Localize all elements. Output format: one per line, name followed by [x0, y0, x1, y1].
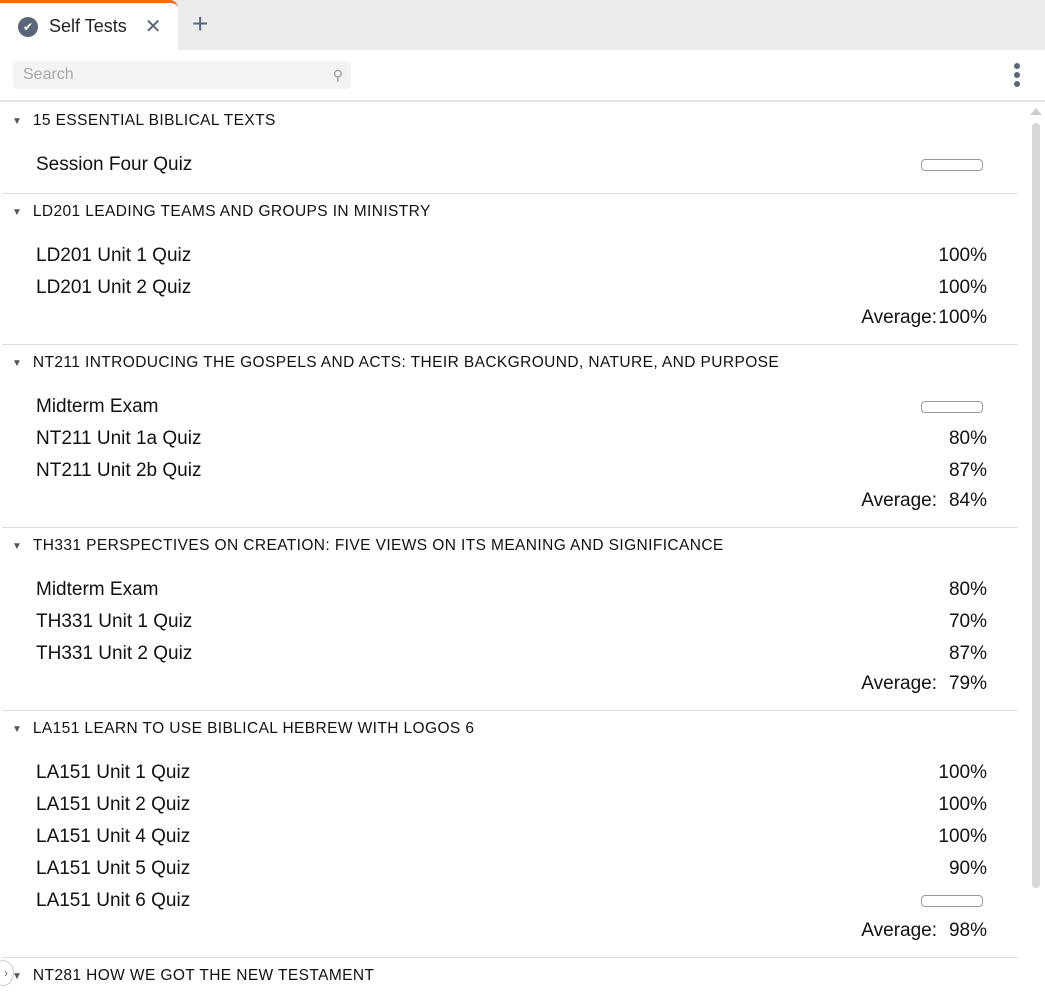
section-title: TH331 PERSPECTIVES ON CREATION: FIVE VIE… — [32, 537, 724, 554]
quiz-name: LA151 Unit 6 Quiz — [36, 890, 191, 911]
quiz-name: LD201 Unit 1 Quiz — [36, 245, 192, 266]
average-label: Average: — [861, 307, 937, 328]
section-header[interactable]: ▼ NT281 HOW WE GOT THE NEW TESTAMENT — [2, 958, 1018, 994]
average-row: Average: 98% — [2, 917, 1018, 945]
collapse-triangle-icon[interactable]: ▼ — [12, 540, 22, 552]
average-value: 84% — [948, 490, 987, 511]
incomplete-progress-bar — [921, 401, 983, 413]
average-label: Average: — [861, 920, 937, 941]
collapse-triangle-icon[interactable]: ▼ — [12, 206, 22, 218]
quiz-row[interactable]: TH331 Unit 2 Quiz 87% — [2, 638, 1018, 670]
quiz-name: NT211 Unit 2b Quiz — [36, 460, 202, 481]
toolbar: ⚲ — [0, 50, 1045, 102]
quiz-row[interactable]: NT211 Unit 2b Quiz 87% — [2, 455, 1018, 487]
quiz-name: TH331 Unit 2 Quiz — [36, 643, 193, 664]
quiz-row[interactable]: TH331 Unit 1 Quiz 70% — [2, 606, 1018, 638]
scrollbar-thumb[interactable] — [1032, 123, 1040, 888]
quiz-score: 87% — [948, 643, 987, 664]
average-label: Average: — [861, 490, 937, 511]
quiz-score: 87% — [948, 460, 987, 481]
quiz-row[interactable]: LA151 Unit 4 Quiz 100% — [2, 821, 1018, 853]
quiz-score: 80% — [948, 428, 987, 449]
quiz-row[interactable]: LD201 Unit 1 Quiz 100% — [2, 240, 1018, 272]
add-tab-icon[interactable]: + — [192, 8, 209, 39]
section-title: 15 ESSENTIAL BIBLICAL TEXTS — [32, 112, 276, 129]
quiz-score: 100% — [938, 245, 987, 266]
quiz-name: LD201 Unit 2 Quiz — [36, 277, 192, 298]
search-icon[interactable]: ⚲ — [332, 66, 343, 83]
course-section: ▼ 15 ESSENTIAL BIBLICAL TEXTS Session Four… — [2, 103, 1018, 194]
quiz-name: Midterm Exam — [36, 396, 159, 417]
section-title: LD201 LEADING TEAMS AND GROUPS IN MINIST… — [32, 203, 431, 220]
collapse-triangle-icon[interactable]: ▼ — [12, 115, 22, 127]
check-badge-icon: ✔ — [18, 16, 38, 37]
quiz-score: 100% — [938, 794, 987, 815]
search-input[interactable] — [23, 66, 333, 84]
quiz-name: LA151 Unit 4 Quiz — [36, 826, 191, 847]
collapse-triangle-icon[interactable]: ▼ — [12, 723, 22, 735]
self-tests-list: ▼ 15 ESSENTIAL BIBLICAL TEXTS Session Four… — [2, 103, 1018, 1006]
scroll-up-icon[interactable] — [1030, 108, 1042, 115]
section-header[interactable]: ▼ NT211 INTRODUCING THE GOSPELS AND ACTS:… — [2, 345, 1018, 381]
quiz-name: LA151 Unit 5 Quiz — [36, 858, 191, 879]
more-options-icon[interactable] — [1014, 63, 1024, 87]
quiz-name: Midterm Exam — [36, 579, 159, 600]
section-header[interactable]: ▼ TH331 PERSPECTIVES ON CREATION: FIVE VI… — [2, 528, 1018, 564]
quiz-row[interactable]: LA151 Unit 2 Quiz 100% — [2, 789, 1018, 821]
incomplete-progress-bar — [921, 159, 983, 171]
average-row: Average: 100% — [2, 304, 1018, 332]
collapse-triangle-icon[interactable]: ▼ — [12, 970, 22, 982]
average-value: 79% — [948, 673, 987, 694]
section-header[interactable]: ▼ 15 ESSENTIAL BIBLICAL TEXTS — [2, 103, 1018, 139]
quiz-score: 100% — [938, 762, 987, 783]
section-title: LA151 LEARN TO USE BIBLICAL HEBREW WITH … — [32, 720, 475, 737]
search-box[interactable]: ⚲ — [13, 61, 351, 89]
course-section: ▼ LD201 LEADING TEAMS AND GROUPS IN MINIS… — [2, 194, 1018, 345]
course-section: ▼ LA151 LEARN TO USE BIBLICAL HEBREW WITH… — [2, 711, 1018, 958]
quiz-name: LA151 Unit 1 Quiz — [36, 762, 191, 783]
quiz-name: TH331 Unit 1 Quiz — [36, 611, 193, 632]
tab-bar: ✔ Self Tests ✕ + — [0, 0, 1045, 50]
quiz-row[interactable]: LA151 Unit 1 Quiz 100% — [2, 757, 1018, 789]
average-label: Average: — [861, 673, 937, 694]
average-value: 98% — [948, 920, 987, 941]
average-row: Average: 84% — [2, 487, 1018, 515]
quiz-name: Session Four Quiz — [36, 154, 193, 175]
section-title: NT211 INTRODUCING THE GOSPELS AND ACTS: … — [32, 354, 780, 371]
quiz-row[interactable]: Session Four Quiz — [2, 149, 1018, 181]
close-tab-icon[interactable]: ✕ — [144, 16, 162, 38]
quiz-row[interactable]: LA151 Unit 6 Quiz — [2, 885, 1018, 917]
quiz-row[interactable]: LA151 Unit 5 Quiz 90% — [2, 853, 1018, 885]
quiz-row[interactable]: LD201 Unit 2 Quiz 100% — [2, 272, 1018, 304]
quiz-row[interactable]: Midterm Exam — [2, 391, 1018, 423]
section-header[interactable]: ▼ LA151 LEARN TO USE BIBLICAL HEBREW WITH… — [2, 711, 1018, 747]
quiz-score: 100% — [938, 277, 987, 298]
average-value: 100% — [938, 307, 987, 328]
section-header[interactable]: ▼ LD201 LEADING TEAMS AND GROUPS IN MINIS… — [2, 194, 1018, 230]
average-row: Average: 79% — [2, 670, 1018, 698]
quiz-row[interactable]: NT211 Unit 1a Quiz 80% — [2, 423, 1018, 455]
course-section: ▼ NT211 INTRODUCING THE GOSPELS AND ACTS:… — [2, 345, 1018, 528]
tab-self-tests[interactable]: ✔ Self Tests ✕ — [0, 0, 178, 50]
incomplete-progress-bar — [921, 895, 983, 907]
quiz-name: NT211 Unit 1a Quiz — [36, 428, 202, 449]
quiz-score: 80% — [948, 579, 987, 600]
quiz-score: 100% — [938, 826, 987, 847]
quiz-score: 70% — [948, 611, 987, 632]
tab-label: Self Tests — [49, 16, 127, 36]
section-title: NT281 HOW WE GOT THE NEW TESTAMENT — [32, 967, 375, 984]
quiz-name: LA151 Unit 2 Quiz — [36, 794, 191, 815]
quiz-row[interactable]: Midterm Exam 80% — [2, 574, 1018, 606]
course-section: ▼ TH331 PERSPECTIVES ON CREATION: FIVE VI… — [2, 528, 1018, 711]
collapse-triangle-icon[interactable]: ▼ — [12, 357, 22, 369]
quiz-score: 90% — [948, 858, 987, 879]
course-section: ▼ NT281 HOW WE GOT THE NEW TESTAMENT — [2, 958, 1018, 1006]
scrollbar[interactable] — [1030, 108, 1042, 1003]
